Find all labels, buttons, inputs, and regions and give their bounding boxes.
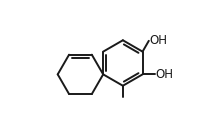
Text: OH: OH xyxy=(155,68,173,81)
Text: OH: OH xyxy=(149,34,167,47)
